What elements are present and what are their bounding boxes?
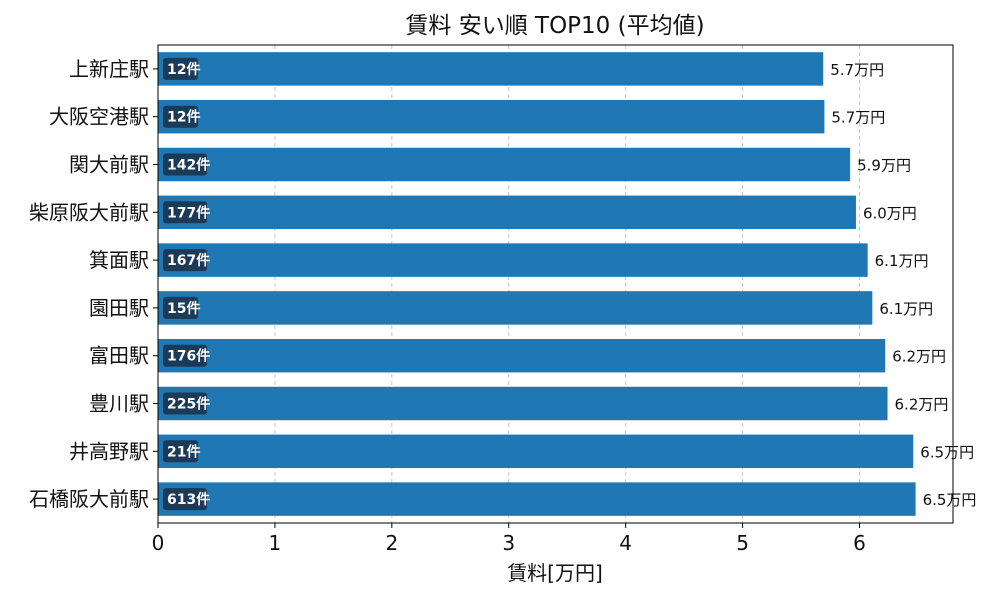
bar [158, 195, 856, 230]
count-badge [163, 153, 207, 176]
count-label: 21件 [167, 443, 200, 460]
value-label: 5.9万円 [857, 157, 911, 175]
count-badge [163, 392, 207, 415]
x-tick-label: 4 [619, 531, 632, 555]
x-tick-label: 6 [853, 531, 866, 555]
category-label: 大阪空港駅 [49, 105, 149, 129]
x-tick-label: 5 [736, 531, 749, 555]
count-label: 613件 [167, 491, 210, 508]
plot-frame [157, 44, 954, 524]
count-label: 142件 [167, 157, 210, 174]
bar [158, 482, 916, 516]
value-label: 6.2万円 [892, 348, 946, 366]
count-badge [163, 296, 198, 319]
count-label: 15件 [167, 300, 200, 317]
count-badge [163, 249, 207, 272]
value-label: 6.5万円 [920, 443, 974, 461]
chart-title: 賃料 安い順 TOP10 (平均値) [405, 13, 704, 39]
category-label: 石橋阪大前駅 [29, 487, 149, 511]
x-axis-label: 賃料[万円] [507, 561, 603, 585]
count-label: 176件 [167, 348, 210, 365]
count-badge [163, 57, 198, 80]
value-label: 6.1万円 [875, 252, 929, 270]
bar [158, 52, 824, 86]
count-badge [163, 201, 207, 224]
count-label: 12件 [167, 109, 200, 126]
count-label: 167件 [167, 252, 210, 269]
category-label: 上新庄駅 [69, 57, 149, 81]
value-label: 6.2万円 [895, 396, 949, 414]
bar [158, 291, 873, 325]
bar [158, 147, 851, 182]
bars: 5.7万円 12件 5.7万円 12件 5.9万円 142件 6.0万円 177件 6.1万円 1… [158, 52, 976, 516]
count-label: 12件 [167, 61, 200, 78]
count-badge [163, 440, 198, 463]
value-label: 5.7万円 [830, 61, 884, 79]
bar [158, 434, 914, 469]
bar [158, 386, 888, 421]
value-label: 5.7万円 [831, 109, 885, 127]
x-tick-label: 2 [385, 531, 398, 555]
value-label: 6.1万円 [879, 300, 933, 318]
category-label: 関大前駅 [69, 153, 149, 177]
count-badge [163, 105, 198, 128]
x-tick-label: 0 [152, 531, 165, 555]
category-label: 箕面駅 [89, 248, 149, 272]
category-label: 富田駅 [89, 344, 149, 368]
bar [158, 338, 886, 373]
x-tick-label: 1 [269, 531, 282, 555]
bar [158, 99, 825, 134]
category-label: 園田駅 [89, 296, 149, 320]
axes: 0 1 2 3 4 5 6 上新庄駅大阪空港駅関大前駅柴原阪大前駅箕面駅園田駅富田駅豊川駅井高… [29, 57, 866, 555]
category-label: 豊川駅 [89, 392, 149, 416]
value-label: 6.0万円 [863, 204, 917, 222]
count-badge [163, 344, 207, 367]
category-label: 柴原阪大前駅 [29, 200, 149, 224]
value-label: 6.5万円 [923, 491, 977, 509]
bar [158, 243, 868, 277]
count-label: 225件 [167, 396, 210, 413]
category-label: 井高野駅 [69, 439, 149, 463]
x-tick-label: 3 [502, 531, 515, 555]
count-badge [163, 488, 207, 511]
count-label: 177件 [167, 204, 210, 221]
